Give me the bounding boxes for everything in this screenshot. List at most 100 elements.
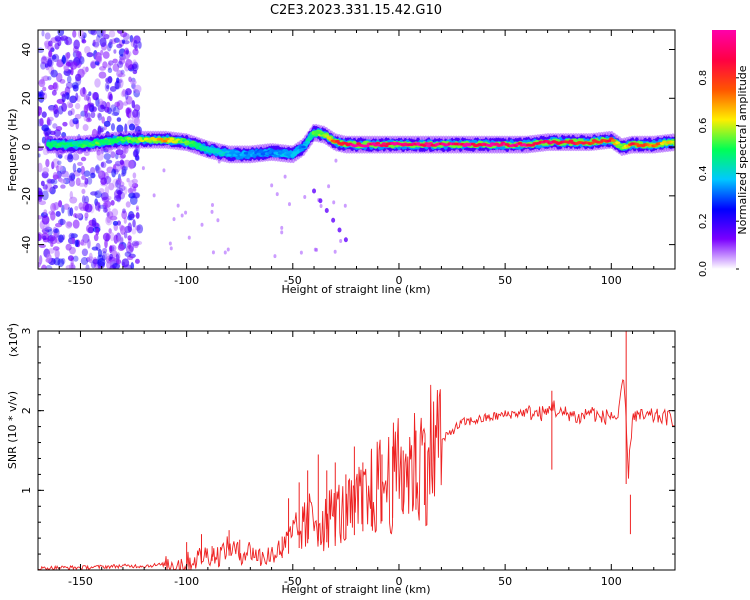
noise-speck: [108, 93, 113, 102]
noise-speck: [128, 123, 136, 131]
noise-speck: [210, 209, 214, 214]
noise-speck: [80, 257, 89, 266]
noise-speck: [112, 58, 118, 64]
noise-speck: [124, 90, 129, 100]
noise-speck: [113, 49, 117, 54]
noise-speck: [112, 220, 119, 226]
noise-speck: [66, 221, 73, 227]
noise-speck: [168, 241, 172, 246]
noise-speck: [116, 190, 123, 195]
noise-speck: [72, 117, 79, 125]
noise-speck: [62, 121, 68, 127]
noise-speck: [76, 213, 82, 219]
noise-speck: [283, 174, 287, 179]
noise-speck: [210, 203, 214, 208]
noise-speck: [113, 37, 120, 43]
noise-speck: [72, 84, 79, 92]
noise-speck: [327, 184, 331, 189]
noise-speck: [41, 111, 47, 118]
noise-speck: [55, 211, 61, 217]
snr-xlabel: Height of straight line (km): [281, 583, 430, 596]
noise-speck: [52, 202, 59, 211]
noise-speck: [73, 39, 80, 50]
noise-speck: [95, 164, 100, 174]
noise-speck: [87, 226, 94, 234]
ridge-mark: [379, 144, 385, 148]
noise-speck: [97, 125, 102, 135]
colorbar-tick-label: 0.4: [698, 165, 709, 181]
noise-speck: [102, 207, 108, 213]
noise-speck: [41, 124, 49, 132]
ridge-mark: [243, 151, 249, 155]
noise-speck: [108, 228, 112, 234]
noise-speck: [117, 30, 123, 34]
noise-speck: [226, 247, 230, 252]
ridge-mark: [97, 139, 102, 143]
noise-speck: [90, 191, 98, 196]
noise-speck: [128, 76, 132, 83]
noise-speck: [130, 79, 137, 85]
noise-speck: [125, 107, 132, 115]
noise-speck: [100, 161, 105, 168]
noise-speck: [104, 82, 110, 92]
noise-speck: [118, 78, 124, 89]
noise-speck: [105, 101, 111, 109]
noise-speck: [94, 201, 100, 211]
noise-speck: [133, 117, 141, 126]
snr-series-line: [38, 379, 675, 570]
snr-multiplier-base: (x10: [7, 332, 20, 357]
noise-speck: [124, 186, 128, 195]
ridge-mark: [105, 141, 111, 144]
noise-speck: [152, 193, 156, 198]
spectrogram-axes: -150 -100 -50 0 50 100 -40 -20 0 20 40: [20, 30, 676, 287]
noise-speck: [72, 219, 80, 229]
noise-speck: [98, 71, 107, 79]
noise-speck: [127, 222, 132, 233]
noise-speck: [117, 60, 124, 69]
noise-speck: [75, 50, 82, 59]
noise-speck: [90, 30, 97, 36]
noise-speck: [65, 243, 72, 251]
ridge-mark: [424, 142, 429, 145]
ridge-mark: [58, 142, 64, 145]
noise-speck: [118, 189, 122, 197]
noise-speck: [96, 112, 101, 118]
noise-speck: [88, 252, 93, 261]
noise-speck: [54, 35, 61, 42]
colorbar-ticks: 0.0 0.2 0.4 0.6 0.8: [698, 70, 739, 277]
noise-speck: [69, 246, 76, 255]
snr-multiplier-close: ): [7, 323, 20, 327]
noise-speck: [69, 95, 77, 104]
noise-speck: [86, 52, 94, 58]
noise-speck: [51, 89, 57, 96]
noise-speck: [41, 264, 47, 269]
noise-speck: [135, 258, 140, 264]
y-tick-label: -40: [20, 236, 33, 254]
noise-speck: [112, 106, 120, 116]
x-tick-label: 0: [395, 274, 402, 287]
noise-speck: [102, 232, 111, 242]
noise-speck: [55, 126, 63, 132]
noise-speck: [110, 104, 117, 112]
noise-speck: [38, 262, 41, 268]
noise-speck: [95, 227, 100, 236]
noise-speck: [137, 41, 142, 49]
noise-speck: [125, 58, 133, 69]
noise-speck: [334, 158, 338, 163]
noise-speck: [66, 101, 72, 109]
snr-marks: [38, 331, 675, 570]
noise-speck: [98, 204, 106, 209]
noise-speck: [103, 120, 111, 127]
noise-speck: [109, 253, 113, 260]
noise-speck: [104, 239, 108, 249]
noise-speck: [90, 61, 96, 69]
streak-mark: [312, 188, 317, 194]
noise-speck: [119, 57, 126, 65]
noise-speck: [48, 116, 54, 122]
noise-speck: [132, 149, 138, 158]
noise-speck: [44, 32, 51, 40]
noise-speck: [79, 56, 85, 65]
noise-speck: [131, 63, 138, 70]
noise-speck: [123, 231, 128, 239]
noise-speck: [95, 97, 100, 107]
